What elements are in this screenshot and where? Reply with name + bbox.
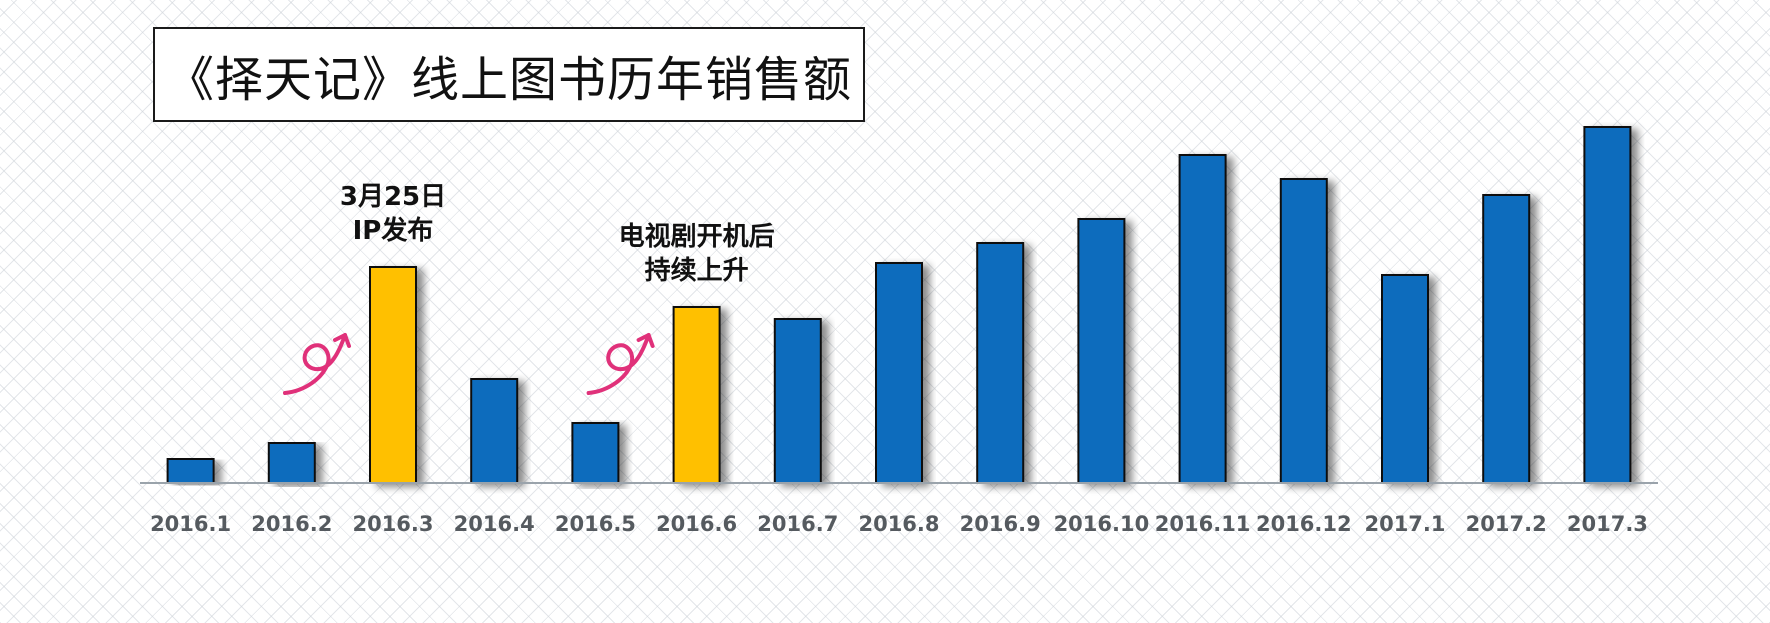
x-tick-label: 2016.3 <box>352 512 433 536</box>
x-tick-label: 2016.12 <box>1256 512 1352 536</box>
x-tick-label: 2016.4 <box>454 512 535 536</box>
x-tick-label: 2017.2 <box>1466 512 1547 536</box>
bar <box>470 378 519 484</box>
x-tick-label: 2016.7 <box>757 512 838 536</box>
bar <box>773 318 822 484</box>
bar <box>875 262 923 484</box>
bar <box>1381 274 1429 484</box>
bar-highlighted <box>672 306 721 484</box>
bars-group <box>166 126 1632 484</box>
x-tick-label: 2016.1 <box>150 512 231 536</box>
bar <box>1279 178 1328 484</box>
annotation-label: 电视剧开机后 <box>619 222 775 252</box>
x-tick-labels: 2016.1 2016.2 2016.3 2016.4 2016.5 2016.6 2016… <box>150 512 1648 536</box>
x-tick-label: 2016.10 <box>1054 512 1150 536</box>
annotation-label: 持续上升 <box>645 255 749 286</box>
bar <box>267 442 316 484</box>
x-tick-label: 2016.9 <box>960 512 1041 536</box>
bar <box>1583 126 1632 484</box>
bar <box>976 242 1025 484</box>
x-tick-label: 2016.5 <box>555 512 636 536</box>
x-tick-label: 2016.11 <box>1155 512 1251 536</box>
annotation-label: IP发布 <box>353 215 434 246</box>
bar <box>166 458 215 484</box>
x-tick-label: 2016.8 <box>858 512 939 536</box>
x-tick-label: 2017.3 <box>1567 512 1648 536</box>
chart-title-box: 《择天记》线上图书历年销售额 <box>153 27 865 122</box>
bar <box>1482 194 1531 484</box>
annotation-label: 3月25日 <box>340 182 446 212</box>
bar <box>571 422 620 484</box>
curly-arrow-up-icon <box>283 333 351 395</box>
chart-title: 《择天记》线上图书历年销售额 <box>165 51 852 108</box>
bar <box>1178 154 1227 484</box>
bar <box>1077 218 1126 484</box>
bar-highlighted <box>369 266 417 484</box>
x-tick-label: 2017.1 <box>1364 512 1445 536</box>
x-tick-label: 2016.2 <box>251 512 332 536</box>
x-tick-label: 2016.6 <box>656 512 737 536</box>
curly-arrow-up-icon <box>586 333 655 395</box>
